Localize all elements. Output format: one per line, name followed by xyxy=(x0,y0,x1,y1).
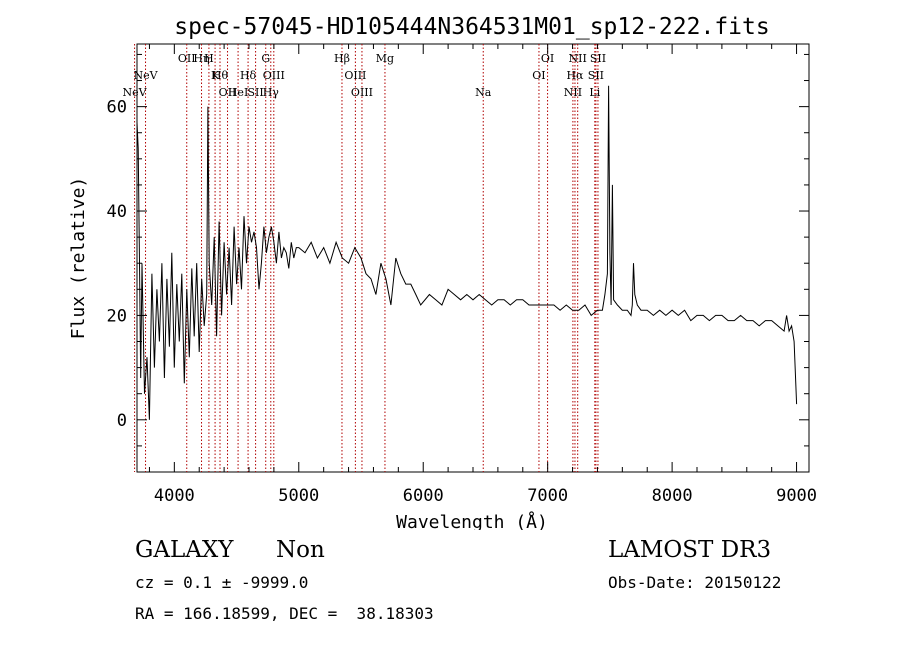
ra-dec-coordinates: RA = 166.18599, DEC = 38.18303 xyxy=(135,604,434,623)
marker-label-3: Hη xyxy=(193,52,209,65)
y-axis: 0 20 40 60 xyxy=(107,53,809,473)
marker-label-20: OI xyxy=(541,52,554,65)
marker-label-8: HeI xyxy=(228,86,248,99)
spectrum-chart: spec-57045-HD105444N364531M01_sp12-222.f… xyxy=(68,14,817,530)
x-axis: 4000 5000 6000 7000 8000 9000 xyxy=(148,44,817,506)
marker-label-26: Li xyxy=(589,86,600,99)
x-axis-label: Wavelength (Å) xyxy=(396,511,548,530)
marker-label-17: Mg xyxy=(376,52,394,65)
x-tick-label: 8000 xyxy=(652,486,693,506)
marker-label-4: H xyxy=(204,52,214,65)
marker-label-23: Hα xyxy=(566,69,584,82)
line-markers xyxy=(134,44,599,472)
chart-title: spec-57045-HD105444N364531M01_sp12-222.f… xyxy=(174,14,769,40)
observation-date: Obs-Date: 20150122 xyxy=(608,573,782,592)
marker-label-0: NeV xyxy=(123,86,148,99)
x-tick-label: 9000 xyxy=(776,486,817,506)
object-subclass: Non xyxy=(276,537,325,563)
marker-label-21: NII xyxy=(564,86,582,99)
redshift-cz: cz = 0.1 ± -9999.0 xyxy=(135,573,309,592)
x-tick-label: 7000 xyxy=(527,486,568,506)
marker-label-7: OII xyxy=(219,86,237,99)
marker-label-5: Hθ xyxy=(212,69,229,82)
marker-label-11: G xyxy=(261,52,270,65)
marker-label-9: Hδ xyxy=(240,69,257,82)
marker-label-2: OII xyxy=(178,52,196,65)
marker-label-24: SII xyxy=(588,69,604,82)
y-tick-label: 0 xyxy=(117,411,127,431)
y-tick-label: 60 xyxy=(107,98,127,118)
marker-label-19: OI xyxy=(532,69,545,82)
marker-label-15: OIII xyxy=(344,69,366,82)
survey-release: LAMOST DR3 xyxy=(608,537,772,563)
marker-label-6: K xyxy=(211,69,220,82)
marker-label-10: SII xyxy=(247,86,263,99)
marker-label-13: Hγ xyxy=(263,86,280,99)
y-axis-label: Flux (relative) xyxy=(68,177,89,340)
marker-label-14: Hβ xyxy=(334,52,350,65)
object-class: GALAXY xyxy=(135,537,234,563)
marker-label-25: SII xyxy=(590,52,606,65)
x-tick-label: 5000 xyxy=(278,486,319,506)
spectrum-line xyxy=(136,85,798,420)
marker-label-12: OIII xyxy=(263,69,285,82)
x-tick-label: 4000 xyxy=(154,486,195,506)
marker-label-16: OIII xyxy=(351,86,373,99)
x-tick-label: 6000 xyxy=(403,486,444,506)
marker-label-1: NeV xyxy=(133,69,158,82)
line-marker-labels: NeVNeVOIIHηHHθKOIIHeIHδSIIGOIIIHγHβOIIIO… xyxy=(123,52,607,99)
marker-label-22: NII xyxy=(569,52,587,65)
y-tick-label: 20 xyxy=(107,306,127,326)
y-tick-label: 40 xyxy=(107,202,127,222)
marker-label-18: Na xyxy=(475,86,492,99)
